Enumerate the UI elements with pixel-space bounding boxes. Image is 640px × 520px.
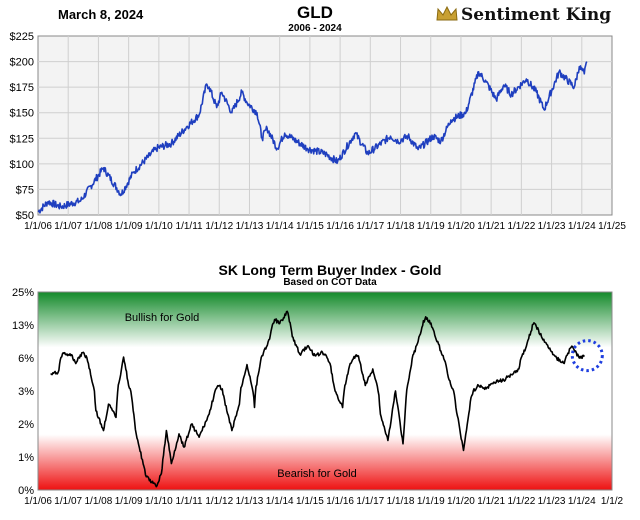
index-x-tick-label: 1/1/11 [176,496,203,507]
index-x-tick-label: 1/1/23 [538,496,566,507]
gld-x-tick-label: 1/1/10 [145,221,173,232]
gld-x-tick-label: 1/1/15 [296,221,324,232]
index-x-tick-label: 1/1/17 [356,496,384,507]
buyer-index-series [50,310,585,488]
brand-logo: Sentiment King [436,5,611,25]
index-y-tick-label: 3% [18,386,34,398]
index-y-tick-label: 13% [12,320,34,332]
index-x-tick-label: 1/1/12 [205,496,233,507]
bullish-label: Bullish for Gold [125,312,200,324]
index-x-tick-label: 1/1/13 [236,496,264,507]
gld-y-tick-label: $175 [10,82,34,94]
index-y-tick-label: 1% [18,452,34,464]
gld-x-tick-label: 1/1/16 [326,221,354,232]
gld-x-tick-label: 1/1/25 [598,221,626,232]
gld-x-tick-label: 1/1/22 [507,221,535,232]
gld-x-tick-label: 1/1/14 [266,221,294,232]
gld-y-tick-label: $50 [16,210,34,222]
index-plot-border [37,291,613,491]
index-x-tick-label: 1/1/22 [507,496,535,507]
gld-y-tick-label: $75 [16,184,34,196]
gld-price-series [37,61,588,214]
gld-price-chart: $50$75$100$125$150$175$200$225 1/1/06 1/1… [10,31,627,232]
gld-y-tick-label: $200 [10,57,34,69]
gld-y-tick-label: $125 [10,133,34,145]
gld-x-tick-label: 1/1/17 [356,221,384,232]
gld-x-tick-label: 1/1/19 [417,221,445,232]
gld-x-tick-label: 1/1/18 [387,221,415,232]
index-x-tick-label: 1/1/24 [568,496,596,507]
index-x-tick-label: 1/1/16 [326,496,354,507]
gld-plot-area [37,35,613,216]
gld-y-tick-label: $225 [10,31,34,43]
index-x-tick-label: 1/1/20 [447,496,475,507]
gld-x-axis: 1/1/06 1/1/07 1/1/08 1/1/09 1/1/10 1/1/11 1/1/… [24,221,626,232]
index-x-tick-label: 1/1/14 [266,496,294,507]
report-date: March 8, 2024 [58,7,144,22]
gld-x-tick-label: 1/1/21 [477,221,505,232]
index-x-tick-label: 1/1/2 [601,496,624,507]
gld-x-tick-label: 1/1/07 [54,221,82,232]
gld-x-tick-label: 1/1/12 [205,221,233,232]
index-x-axis: 1/1/06 1/1/07 1/1/08 1/1/09 1/1/10 1/1/11 1/1/… [24,496,623,507]
crown-icon [436,6,458,21]
brand-name: Sentiment King [461,5,612,25]
gld-x-tick-label: 1/1/11 [176,221,203,232]
index-x-tick-label: 1/1/07 [54,496,82,507]
index-x-tick-label: 1/1/10 [145,496,173,507]
gld-x-tick-label: 1/1/20 [447,221,475,232]
sentiment-gradient-area [38,292,612,490]
top-chart-subtitle: 2006 - 2024 [288,23,342,34]
top-chart-title: GLD [297,3,333,22]
index-x-tick-label: 1/1/21 [477,496,505,507]
index-y-tick-label: 6% [18,353,34,365]
gld-x-tick-label: 1/1/24 [568,221,596,232]
gld-x-tick-label: 1/1/09 [115,221,143,232]
gld-gridlines [38,36,612,215]
index-y-tick-label: 0% [18,485,34,497]
gld-x-tick-label: 1/1/08 [85,221,113,232]
bearish-label: Bearish for Gold [277,468,356,480]
index-x-tick-label: 1/1/18 [387,496,415,507]
gld-y-axis: $50 $75 $100 $125 $150 $175 $200 $225 [10,31,34,222]
bottom-chart-title: SK Long Term Buyer Index - Gold [218,262,442,278]
gld-x-tick-label: 1/1/23 [538,221,566,232]
index-x-tick-label: 1/1/09 [115,496,143,507]
index-x-tick-label: 1/1/08 [85,496,113,507]
index-x-tick-label: 1/1/06 [24,496,52,507]
index-x-tick-label: 1/1/15 [296,496,324,507]
bottom-chart-subtitle: Based on COT Data [283,277,377,288]
gld-x-tick-label: 1/1/13 [236,221,264,232]
index-y-axis: 0% 1% 2% 3% 6% 13% 25% [12,287,34,497]
gld-x-tick-label: 1/1/06 [24,221,52,232]
gld-y-tick-label: $150 [10,108,34,120]
latest-reading-highlight [570,339,604,373]
index-x-tick-label: 1/1/19 [417,496,445,507]
gld-y-tick-label: $100 [10,159,34,171]
index-y-tick-label: 2% [18,419,34,431]
buyer-index-chart: 0% 1% 2% 3% 6% 13% 25% 1/1/06 1/1/07 1/1/08 1/1/0… [12,287,624,507]
index-y-tick-label: 25% [12,287,34,299]
